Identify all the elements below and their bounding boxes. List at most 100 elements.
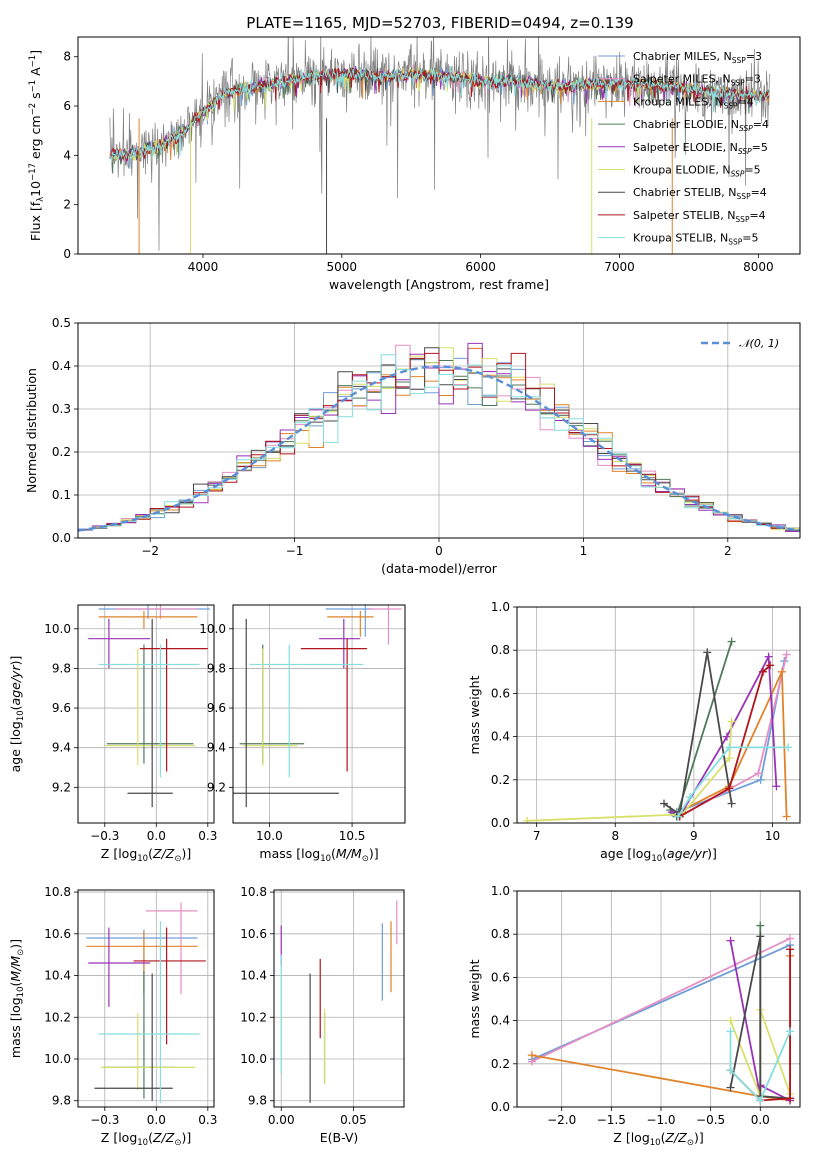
y-tick-label: 9.8 — [52, 661, 71, 675]
plot-area — [527, 921, 795, 1105]
y-tick-label: 10.0 — [44, 1052, 71, 1066]
plot-area — [86, 902, 206, 1103]
y-tick-label: 10.0 — [44, 622, 71, 636]
x-tick-label: 0.05 — [340, 1113, 367, 1127]
x-tick-label: 0 — [435, 544, 443, 558]
y-tick-label: 9.4 — [52, 741, 71, 755]
panel-age-mass: 10.0 10.5 9.2 9.4 9.6 9.8 10.0 mass [log10(M/M⊙… — [199, 604, 406, 864]
errorbar-salpeter-miles — [368, 605, 402, 645]
errorbar-kroupa-miles — [327, 610, 374, 637]
y-tick-label: 2 — [63, 198, 71, 212]
series-line — [729, 936, 791, 1100]
series-kroupa-elodie — [523, 717, 736, 823]
y-tick-label: 9.8 — [52, 1094, 71, 1108]
errorbar-salpeter-stelib — [133, 927, 206, 1045]
x-axis-label: mass [log10(M/M⊙)] — [259, 846, 378, 864]
legend-label-kroupa-elodie: Kroupa ELODIE, NSSP=5 — [633, 164, 761, 179]
series-chabrier-stelib — [660, 648, 736, 819]
y-tick-label: 0.0 — [491, 1100, 510, 1114]
series-line — [677, 746, 789, 817]
x-tick-label: 4000 — [188, 260, 219, 274]
x-axis-label: Z [log10(Z/Z⊙)] — [613, 1130, 703, 1148]
x-axis-label: age [log10(age/yr)] — [600, 846, 717, 864]
legend-label-chabrier-elodie: Chabrier ELODIE, NSSP=4 — [633, 118, 769, 133]
errorbar-kroupa-elodie — [104, 648, 196, 766]
errorbar-kroupa-elodie — [242, 648, 298, 766]
y-tick-label: 0.3 — [52, 402, 71, 416]
y-tick-label: 10.2 — [44, 1010, 71, 1024]
x-tick-label: 1 — [580, 544, 588, 558]
errorbar-salpeter-elodie — [88, 618, 151, 669]
x-axis-label: Z [log10(Z/Z⊙)] — [101, 846, 191, 864]
series-line — [527, 721, 733, 822]
y-tick-label: 10.8 — [240, 885, 267, 899]
series-line — [531, 937, 791, 1063]
errorbar-salpeter-stelib — [300, 638, 367, 772]
x-axis-label: E(B-V) — [320, 1130, 359, 1145]
legend-label-salpeter-elodie: Salpeter ELODIE, NSSP=5 — [633, 141, 768, 156]
y-tick-label: 9.2 — [52, 780, 71, 794]
x-tick-label: 10.0 — [256, 829, 283, 843]
errorbar-salpeter-elodie — [319, 618, 361, 669]
y-tick-label: 0.4 — [491, 730, 510, 744]
y-tick-label: 1.0 — [491, 884, 510, 898]
plot-area — [78, 342, 800, 538]
y-tick-label: 0.2 — [52, 445, 71, 459]
x-tick-label: −0.5 — [696, 1113, 725, 1127]
x-tick-label: 8000 — [743, 260, 774, 274]
x-tick-label: 0.00 — [268, 1113, 295, 1127]
series-salpeter-miles — [527, 934, 795, 1066]
spectrum-legend: Chabrier MILES, NSSP=3 Salpeter MILES, NS… — [598, 50, 769, 247]
panel-age-Z: −0.3 0.0 0.3 9.2 9.4 9.6 9.8 10.0 Z [log10(Z/Z⊙)… — [8, 604, 217, 864]
errorbar-salpeter-miles — [146, 902, 198, 995]
x-tick-label: 0.0 — [147, 1113, 166, 1127]
normal-curve — [78, 365, 800, 532]
y-axis-label: mass [log10(M/M⊙)] — [8, 939, 26, 1058]
legend-label-chabrier-miles: Chabrier MILES, NSSP=3 — [633, 50, 762, 65]
x-tick-label: 6000 — [465, 260, 496, 274]
figure-title: PLATE=1165, MJD=52703, FIBERID=0494, z=0… — [246, 14, 633, 32]
y-tick-label: 0.0 — [491, 816, 510, 830]
y-tick-label: 0.6 — [491, 686, 510, 700]
x-tick-label: 7 — [533, 829, 541, 843]
x-tick-label: −1.0 — [646, 1113, 675, 1127]
y-tick-label: 0.4 — [491, 1014, 510, 1028]
axes-frame — [516, 890, 801, 1108]
y-tick-label: 10.0 — [199, 622, 226, 636]
y-tick-label: 9.6 — [52, 701, 71, 715]
series-line — [677, 671, 788, 817]
model-line-kroupa-stelib — [109, 65, 769, 162]
panel-residuals: −2 −1 0 1 2 0.0 0.1 0.2 0.3 0.4 0.5 (data-model)/er… — [24, 316, 801, 576]
errorbar-kroupa-miles — [98, 610, 198, 629]
y-tick-label: 10.2 — [240, 1010, 267, 1024]
y-axis-label: Flux [fλ10−17 erg cm−2 s−1 A−1] — [28, 50, 46, 241]
y-tick-label: 0.8 — [491, 643, 510, 657]
y-tick-label: 10.6 — [44, 927, 71, 941]
errorbar-chabrier-stelib — [233, 618, 339, 808]
axes-frame — [273, 889, 405, 1108]
plot-area — [523, 637, 793, 823]
series-kroupa-stelib — [726, 1027, 795, 1105]
x-tick-label: 0.3 — [198, 1113, 217, 1127]
x-tick-label: 0.0 — [147, 829, 166, 843]
y-tick-label: 0.1 — [52, 488, 71, 502]
y-tick-label: 10.4 — [240, 969, 267, 983]
errorbar-kroupa-stelib — [98, 921, 200, 1103]
x-axis-label: wavelength [Angstrom, rest frame] — [329, 277, 549, 292]
errorbar-chabrier-stelib — [127, 618, 173, 808]
series-line — [679, 664, 771, 818]
legend-label-kroupa-stelib: Kroupa STELIB, NSSP=5 — [633, 232, 758, 247]
plot-area — [280, 900, 398, 1103]
panel-spectrum: 4000 5000 6000 7000 8000 0 2 4 6 8 wavelength [Ang… — [28, 36, 801, 292]
plot-area — [88, 605, 210, 808]
x-tick-label: 10.5 — [339, 829, 366, 843]
panel-mass-EBV: 0.00 0.05 9.8 10.0 10.2 10.4 10.6 10.8 E(B-V) — [240, 885, 405, 1145]
axes-frame — [516, 606, 801, 824]
x-tick-label: 7000 — [604, 260, 635, 274]
errorbar-chabrier-elodie — [102, 971, 175, 1099]
series-line — [729, 1031, 791, 1103]
x-tick-label: 9 — [690, 829, 698, 843]
x-tick-label: −0.3 — [90, 1113, 119, 1127]
x-tick-label: 0.3 — [198, 829, 217, 843]
y-tick-label: 0.5 — [52, 316, 71, 330]
